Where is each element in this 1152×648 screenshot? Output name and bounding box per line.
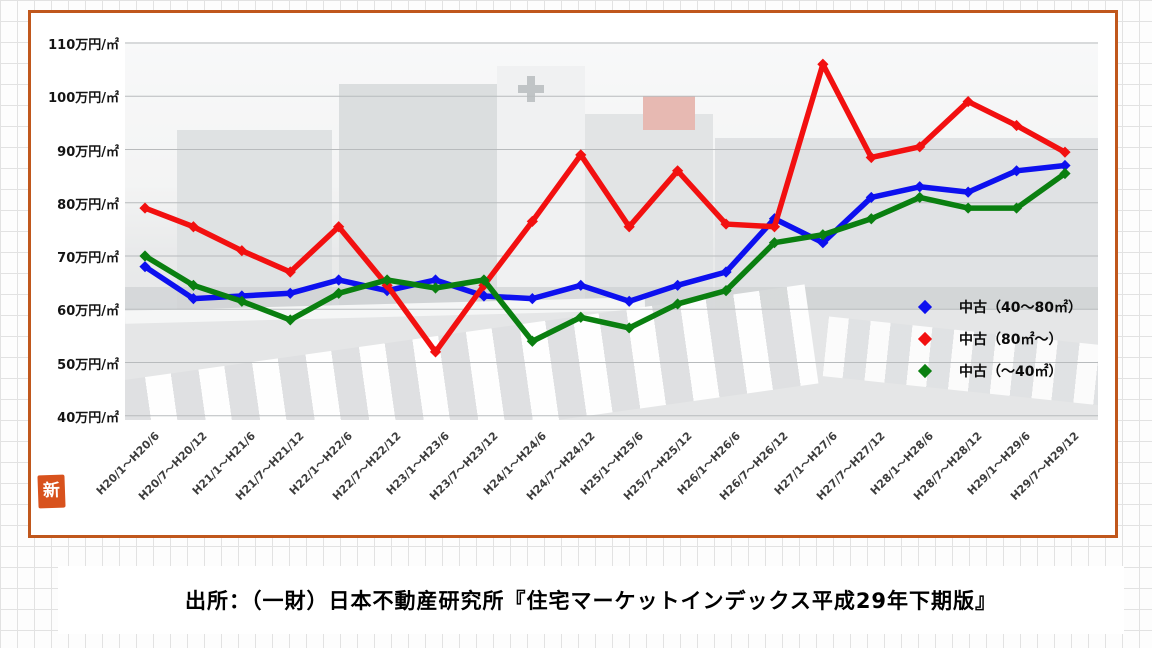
legend-item-red: 中古（80㎡～） [895,323,1082,355]
photo-red-sign [643,96,695,130]
data-point-marker [429,274,442,286]
data-point-marker [236,295,248,307]
legend-item-green: 中古（～40㎡） [895,355,1082,387]
data-point-marker [575,311,587,323]
y-tick-label: 40万円/㎡ [57,410,119,426]
data-point-marker [575,149,587,161]
legend-line-marker-green [895,363,953,378]
caption: 出所：（一財）日本不動産研究所『住宅マーケットインデックス平成29年下期版』 [58,566,1124,634]
series-1 [139,58,1071,358]
data-point-marker [526,335,538,347]
y-tick-label: 50万円/㎡ [57,357,119,373]
data-point-marker [429,282,442,294]
series-line [144,61,1067,355]
photo-tower [497,66,585,310]
data-point-marker [865,213,877,225]
data-point-marker [914,141,926,153]
data-point-marker [768,221,781,233]
data-point-marker [720,218,732,230]
data-point-marker [139,261,151,273]
data-point-marker [623,295,635,307]
data-point-marker [333,287,345,299]
data-point-marker [1059,159,1071,172]
photo-cross-sign-bar [518,85,544,93]
legend-label: 中古（～40㎡） [959,364,1063,380]
plot-svg [125,42,1098,417]
legend-diamond-icon [917,331,933,346]
legend-item-blue: 中古（40～80㎡） [895,291,1082,323]
data-point-marker [623,322,635,334]
caption-text: 出所：（一財）日本不動産研究所『住宅マーケットインデックス平成29年下期版』 [184,589,998,613]
data-point-marker [284,314,296,326]
data-point-marker [962,95,974,108]
data-point-marker [333,221,345,233]
data-point-marker [962,186,974,198]
legend-line-marker-red [895,331,953,346]
series-0 [139,159,1071,307]
data-point-marker [865,191,877,204]
data-point-marker [817,58,829,70]
data-point-marker [672,279,684,291]
data-point-marker [381,274,393,286]
data-point-marker [429,346,442,358]
data-point-marker [817,229,829,241]
legend-diamond-icon [917,363,933,378]
series-line [143,171,1067,344]
data-point-marker [187,293,200,305]
chart-frame: 110万円/㎡ 100万円/㎡ 90万円/㎡ 80万円/㎡ 70万円/㎡ 60万円/㎡ 50… [28,10,1118,538]
data-point-marker [284,287,296,299]
data-point-marker [1010,119,1023,132]
data-point-marker [1059,167,1071,180]
legend-diamond-icon [917,299,933,314]
y-tick-label: 70万円/㎡ [57,251,119,267]
y-tick-label: 110万円/㎡ [48,37,119,53]
data-point-marker [333,274,345,286]
background-photo [125,42,1098,420]
data-point-marker [914,181,926,193]
legend-label: 中古（80㎡～） [959,332,1063,348]
data-point-marker [720,266,732,278]
data-point-marker [672,165,684,177]
data-point-marker [672,298,684,310]
stamp-seal: 新 [37,474,66,509]
data-point-marker [768,237,781,249]
y-tick-label: 80万円/㎡ [57,197,119,213]
y-tick-label: 100万円/㎡ [48,91,119,107]
legend-label: 中古（40～80㎡） [959,300,1082,316]
y-tick-label: 90万円/㎡ [57,144,119,160]
data-point-marker [962,202,974,214]
photo-building-left [177,130,332,310]
data-point-marker [817,237,829,249]
data-point-marker [478,274,490,286]
legend: 中古（40～80㎡） 中古（80㎡～） 中古（～40㎡） [895,291,1082,387]
data-point-marker [914,191,926,204]
data-point-marker [1059,146,1071,158]
photo-wash-overlay [125,42,1098,420]
photo-building-center [585,114,713,310]
data-point-marker [1010,165,1023,177]
data-point-marker [236,245,248,257]
data-point-marker [526,215,538,228]
data-point-marker [623,221,635,233]
y-tick-label: 60万円/㎡ [57,304,119,320]
data-point-marker [139,202,151,214]
legend-line-marker-blue [895,299,953,314]
data-point-marker [1010,202,1023,214]
data-point-marker [575,279,587,291]
data-point-marker [526,293,538,305]
series-line [143,162,1066,305]
